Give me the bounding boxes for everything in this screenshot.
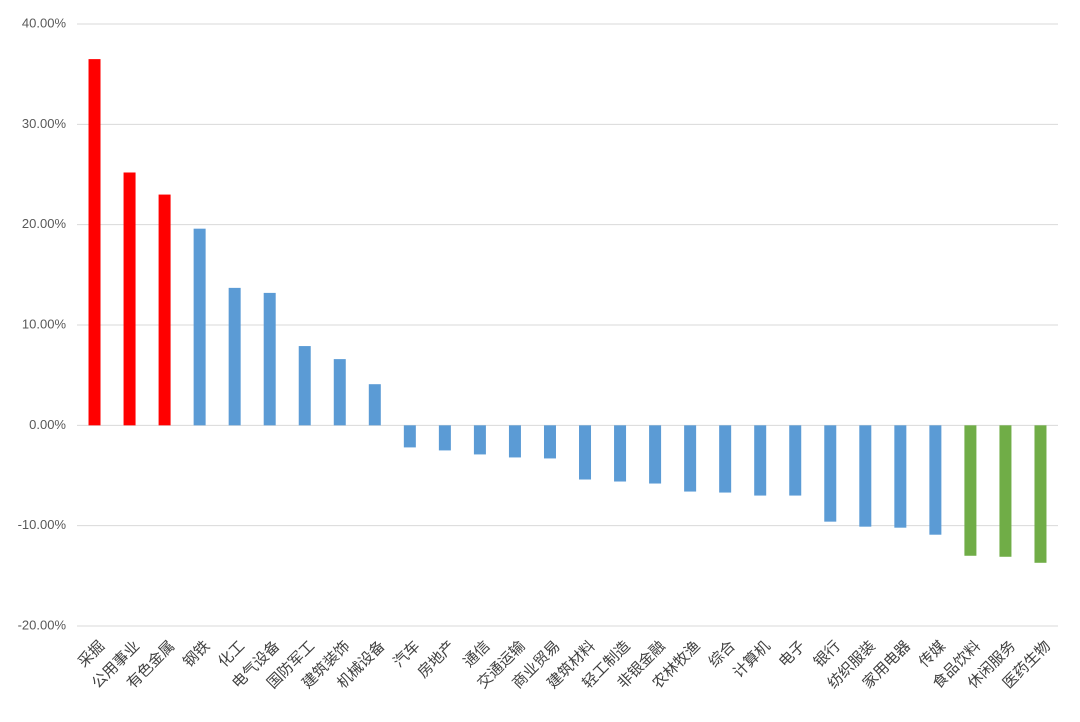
bar	[929, 425, 942, 535]
x-tick-label: 电子	[775, 637, 809, 671]
bar	[508, 425, 521, 458]
bar	[403, 425, 416, 448]
bar	[859, 425, 872, 527]
bar	[1034, 425, 1047, 563]
bar	[298, 346, 311, 426]
y-tick-label: 40.00%	[22, 15, 67, 30]
bar	[789, 425, 802, 496]
bar	[438, 425, 451, 451]
bar	[368, 384, 381, 426]
y-tick-label: -10.00%	[18, 517, 67, 532]
bar	[333, 359, 346, 426]
bar	[999, 425, 1012, 557]
bar	[579, 425, 592, 480]
bar	[684, 425, 697, 492]
bar	[894, 425, 907, 528]
bar	[473, 425, 486, 455]
bar	[123, 172, 136, 426]
bar	[824, 425, 837, 522]
y-tick-label: 0.00%	[29, 417, 66, 432]
y-tick-label: 30.00%	[22, 116, 67, 131]
x-tick-label: 房地产	[414, 637, 459, 682]
x-tick-label: 钢铁	[179, 637, 213, 671]
y-tick-label: 10.00%	[22, 316, 67, 331]
bar	[614, 425, 627, 482]
bar	[88, 59, 101, 426]
x-tick-label: 计算机	[729, 637, 774, 682]
bar	[754, 425, 767, 496]
y-tick-label: -20.00%	[18, 617, 67, 632]
bar	[158, 194, 171, 426]
y-tick-label: 20.00%	[22, 216, 67, 231]
bar	[543, 425, 556, 459]
bar	[719, 425, 732, 493]
bar	[649, 425, 662, 484]
bar	[228, 287, 241, 426]
bar	[193, 228, 206, 426]
bar	[263, 292, 276, 426]
bar	[964, 425, 977, 556]
